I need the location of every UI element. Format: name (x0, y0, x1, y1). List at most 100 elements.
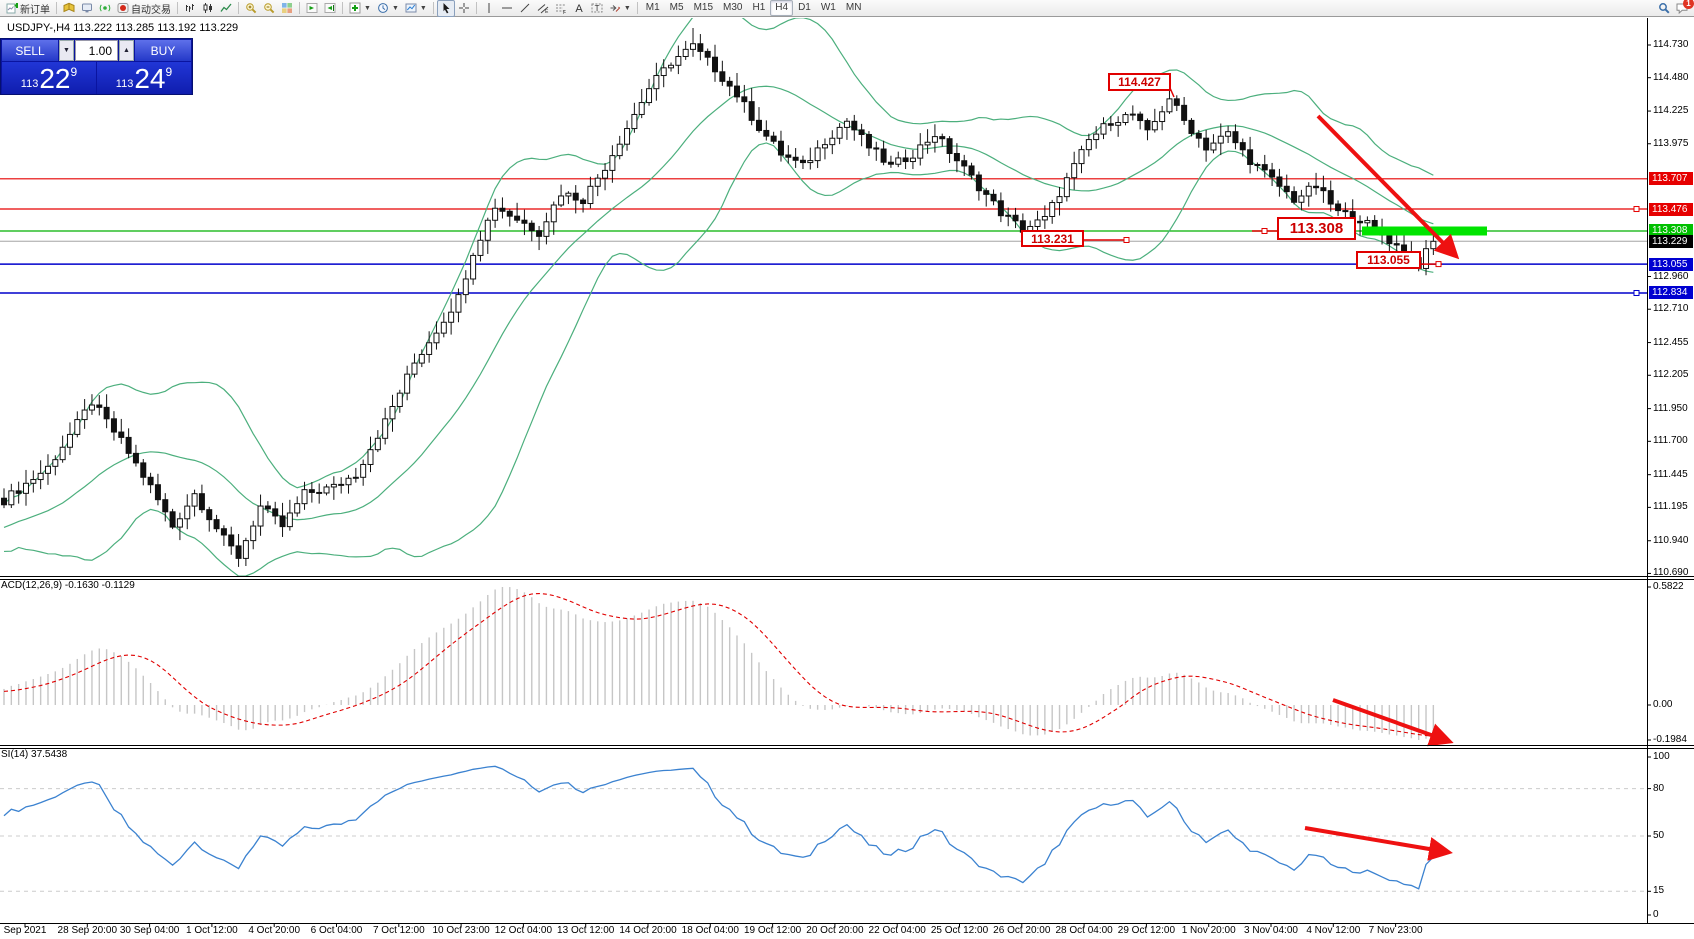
toolbar-separator (177, 2, 178, 14)
timeframe-m1-button[interactable]: M1 (645, 2, 660, 13)
annotation-support-113231[interactable]: 113.231 (1021, 230, 1084, 247)
volume-up-button[interactable]: ▲ (119, 40, 134, 61)
timeframe-h1-button[interactable]: H1 (752, 2, 766, 13)
autotrade-icon (117, 2, 129, 14)
toolbar-chat-button[interactable]: 1 (1673, 0, 1694, 17)
book-icon (63, 2, 75, 14)
timeframe-m15-button[interactable]: M15 (693, 2, 714, 13)
time-axis-label: 22 Oct 04:00 (868, 925, 926, 936)
toolbar-trendline-button[interactable] (516, 0, 534, 17)
annotation-level-113055[interactable]: 113.055 (1356, 251, 1421, 269)
time-axis-label: 12 Oct 04:00 (494, 925, 553, 936)
axis-tick-label: 114.225 (1653, 105, 1689, 117)
buy-button[interactable]: BUY (135, 40, 191, 61)
toolbar-zoom-in-button[interactable] (242, 0, 260, 17)
line-chart-icon (220, 2, 232, 14)
toolbar-templates-button[interactable]: ▼ (402, 0, 430, 17)
price-badge-113.707: 113.707 (1649, 172, 1693, 186)
time-axis-label: 6 Oct 04:00 (310, 925, 363, 936)
toolbar-periods-button[interactable]: ▼ (374, 0, 402, 17)
sell-price-panel[interactable]: 113 22 9 (2, 62, 96, 94)
toolbar-separator (342, 2, 343, 14)
toolbar-autotrade-button[interactable]: 自动交易 (114, 0, 174, 17)
periods-icon (377, 2, 389, 14)
price-badge-113.229: 113.229 (1649, 234, 1693, 248)
toolbar-auto-scroll-button[interactable] (303, 0, 321, 17)
axis-tick-label: 100 (1653, 751, 1670, 762)
toolbar-new-order-button[interactable]: 新订单 (3, 0, 53, 17)
axis-tick-label: 112.205 (1653, 369, 1689, 381)
toolbar-zoom-out-button[interactable] (260, 0, 278, 17)
toolbar-bar-chart-button[interactable] (181, 0, 199, 17)
vline-icon (483, 2, 495, 14)
time-axis-label: 1 Nov 20:00 (1181, 925, 1236, 936)
time-axis-label: 20 Oct 20:00 (806, 925, 864, 936)
toolbar-vline-button[interactable] (480, 0, 498, 17)
templates-icon (405, 2, 417, 14)
crosshair-icon (458, 2, 470, 14)
axis-tick-label: -0.1984 (1653, 734, 1687, 745)
axis-tick-label: 110.690 (1653, 567, 1689, 579)
time-axis-label: 7 Nov 23:00 (1368, 925, 1423, 936)
toolbar-signal-button[interactable] (96, 0, 114, 17)
new-order-icon (6, 2, 18, 14)
toolbar-book-button[interactable] (60, 0, 78, 17)
svg-text:E: E (545, 9, 549, 14)
toolbar-item-label: 自动交易 (131, 4, 171, 16)
toolbar-separator (56, 2, 57, 14)
chevron-down-icon: ▼ (391, 4, 399, 12)
timeframe-h4-button[interactable]: H4 (770, 0, 794, 16)
sell-price-sup: 9 (70, 65, 78, 79)
hline-icon (501, 2, 513, 14)
sell-button[interactable]: SELL (2, 40, 58, 61)
timeframe-d1-button[interactable]: D1 (798, 2, 811, 13)
volume-input[interactable] (75, 40, 118, 61)
axis-tick-label: 111.950 (1653, 402, 1688, 414)
axis-tick-label: 111.700 (1653, 435, 1688, 447)
timeframe-mn-button[interactable]: MN (845, 2, 862, 13)
toolbar-tile-windows-button[interactable] (278, 0, 296, 17)
time-axis-label: 4 Nov 12:00 (1306, 925, 1361, 936)
buy-price-panel[interactable]: 113 24 9 (97, 62, 191, 94)
toolbar-shapes-button[interactable]: ▼ (606, 0, 634, 17)
toolbar-candle-chart-button[interactable] (199, 0, 217, 17)
rsi-indicator-label: SI(14) 37.5438 (1, 749, 68, 760)
timeframe-m30-button[interactable]: M30 (723, 2, 743, 13)
toolbar-line-chart-button[interactable] (217, 0, 235, 17)
toolbar-monitor-button[interactable] (78, 0, 96, 17)
toolbar-indicators-button[interactable]: ▼ (346, 0, 374, 17)
time-axis-label: 13 Oct 12:00 (557, 925, 615, 936)
axis-tick-label: 80 (1653, 782, 1665, 794)
trendline-icon (519, 2, 531, 14)
time-axis-label: 4 Oct 20:00 (248, 925, 301, 936)
zoom-out-icon (263, 2, 275, 14)
axis-tick-label: 112.455 (1653, 336, 1689, 348)
annotation-high-114427[interactable]: 114.427 (1108, 73, 1171, 91)
time-axis-label: 1 Oct 12:00 (186, 925, 238, 936)
toolbar-search-button[interactable] (1655, 0, 1673, 17)
axis-tick-label: 111.445 (1653, 468, 1688, 480)
toolbar-cursor-button[interactable] (436, 0, 455, 17)
price-badge-112.834: 112.834 (1649, 286, 1693, 300)
timeframe-m5-button[interactable]: M5 (669, 2, 684, 13)
timeframe-w1-button[interactable]: W1 (820, 2, 836, 13)
axis-tick-label: 50 (1653, 830, 1665, 841)
cursor-icon (440, 2, 452, 14)
axis-tick-label: 112.710 (1653, 303, 1689, 315)
volume-down-button[interactable]: ▼ (59, 40, 74, 61)
toolbar-crosshair-button[interactable] (455, 0, 473, 17)
svg-text:T: T (594, 4, 599, 13)
toolbar-hline-button[interactable] (498, 0, 516, 17)
toolbar-chart-shift-button[interactable] (321, 0, 339, 17)
toolbar-label-tool-button[interactable]: T (588, 0, 606, 17)
toolbar-item-label: 新订单 (20, 4, 50, 16)
annotation-level-113308[interactable]: 113.308 (1277, 217, 1356, 240)
bar-chart-icon (184, 2, 196, 14)
toolbar-fibo-button[interactable]: F (552, 0, 570, 17)
toolbar-text-tool-button[interactable]: A (570, 0, 588, 17)
time-axis-label: 18 Oct 04:00 (681, 925, 739, 936)
toolbar-channel-button[interactable]: E (534, 0, 552, 17)
